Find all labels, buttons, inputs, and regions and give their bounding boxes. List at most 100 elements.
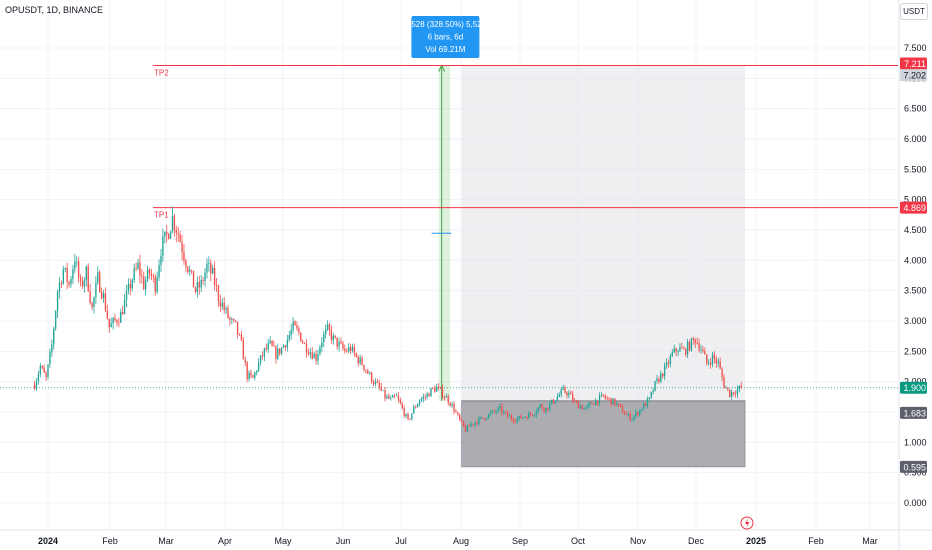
candle-body	[441, 388, 444, 398]
candle-body	[349, 347, 352, 351]
candle-body	[646, 398, 649, 407]
candle-body	[280, 347, 283, 354]
candle-body	[64, 267, 66, 270]
candle-body	[480, 417, 482, 418]
position-tool[interactable]	[461, 66, 746, 468]
target-zone[interactable]	[461, 66, 746, 401]
candle-body	[635, 412, 637, 416]
candle-body	[35, 381, 38, 389]
candle-body	[483, 418, 486, 420]
candle-body	[729, 389, 731, 397]
candle-body	[275, 346, 277, 359]
currency-button[interactable]: USDT	[900, 3, 928, 20]
candle-body	[497, 407, 499, 412]
candle-body	[386, 396, 388, 399]
candle-body	[97, 272, 99, 283]
candle-body	[365, 369, 367, 371]
candle-body	[213, 267, 216, 286]
price-tick-label: 3.000	[904, 316, 927, 326]
candle-body	[564, 387, 566, 393]
candle-body	[206, 263, 208, 273]
candle-body	[246, 362, 248, 379]
price-levels[interactable]: TP2 TP1	[153, 65, 898, 220]
candle-body	[376, 381, 379, 383]
price-tick-label: 1.000	[904, 437, 927, 447]
candle-body	[619, 404, 622, 407]
candle-body	[535, 412, 538, 415]
candle-body	[388, 396, 390, 399]
candle-body	[83, 280, 86, 287]
candle-body	[581, 405, 583, 410]
candle-body	[579, 405, 582, 409]
candle-body	[79, 277, 82, 282]
candle-body	[338, 341, 340, 347]
target-line-label: TP2	[154, 69, 169, 78]
candle-body	[351, 346, 354, 351]
candle-body	[719, 361, 721, 369]
candle-body	[252, 375, 254, 378]
candle-body	[175, 230, 178, 233]
candle-body	[656, 378, 658, 381]
candle-body	[324, 329, 327, 335]
candle-body	[227, 307, 229, 318]
candle-body	[437, 386, 440, 388]
candle-body	[522, 417, 524, 419]
candle-body	[395, 395, 398, 397]
candle-body	[587, 404, 589, 408]
stop-zone[interactable]	[461, 400, 746, 468]
price-tick-label: 2.000	[904, 377, 927, 387]
candle-body	[621, 406, 624, 413]
stop-price-badge-label: 0.595	[903, 462, 926, 472]
candle-body	[58, 282, 61, 292]
candle-body	[642, 403, 645, 410]
candle-body	[367, 370, 369, 374]
candle-body	[443, 397, 446, 399]
candle-body	[133, 268, 135, 281]
candle-body	[420, 398, 423, 401]
candle-body	[70, 278, 72, 285]
candle-body	[332, 335, 335, 341]
candle-body	[730, 392, 733, 397]
candle-body	[416, 404, 419, 408]
candle-body	[277, 348, 279, 359]
candle-body	[414, 407, 417, 408]
time-tick-label: May	[274, 536, 292, 546]
candle-body	[167, 234, 170, 239]
candle-body	[139, 262, 141, 276]
candle-body	[524, 417, 526, 418]
candle-body	[47, 364, 49, 378]
candle-body	[372, 381, 375, 385]
candle-body	[164, 231, 166, 237]
candle-body	[675, 348, 677, 352]
candle-body	[219, 300, 222, 307]
measure-tool[interactable]	[431, 64, 452, 401]
candle-body	[72, 269, 74, 279]
last-price-badge-label: 1.900	[903, 383, 926, 393]
time-tick-label: Mar	[158, 536, 174, 546]
candle-body	[390, 397, 392, 399]
time-axis[interactable]: 2024 Feb Mar Apr May Jun Jul Aug Sep Oct Nov Dec 202…	[0, 529, 932, 546]
candle-body	[146, 269, 149, 281]
candle-body	[313, 353, 315, 359]
candle-body	[110, 323, 112, 328]
target-line-label: TP1	[154, 211, 169, 220]
candle-body	[711, 354, 714, 365]
candle-body	[271, 340, 273, 346]
tradingview-logo-icon[interactable]	[740, 516, 754, 530]
candle-body	[39, 366, 42, 375]
candle-body	[549, 403, 551, 410]
candle-body	[681, 347, 683, 349]
candle-body	[629, 413, 631, 420]
candle-body	[181, 242, 183, 253]
candle-body	[434, 388, 436, 392]
candle-body	[76, 261, 78, 263]
candle-body	[93, 297, 95, 308]
candle-body	[639, 409, 641, 415]
candle-body	[143, 276, 145, 290]
time-tick-label: Mar	[862, 536, 878, 546]
candle-body	[288, 335, 290, 340]
candle-body	[568, 392, 570, 396]
candle-body	[424, 396, 426, 398]
candle-body	[173, 215, 176, 231]
